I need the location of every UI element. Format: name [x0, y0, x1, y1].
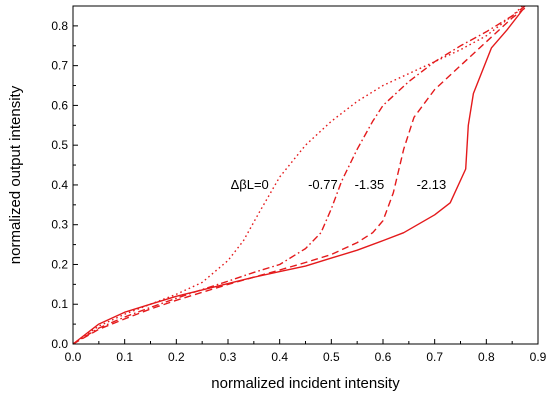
y-axis-ticks: 0.0 0.1 0.2 0.3 0.4 0.5 0.6 0.7 0.8: [51, 19, 78, 351]
series-annotation: ΔβL=0: [231, 177, 269, 192]
y-axis-title: normalized output intensity: [7, 85, 24, 264]
x-tick-label: 0.1: [116, 350, 133, 364]
series-annotation: -2.13: [417, 177, 447, 192]
plot-frame: [72, 5, 539, 345]
y-tick-label: 0.0: [51, 337, 68, 351]
series-layer: [72, 5, 529, 345]
x-tick-label: 0.2: [168, 350, 185, 364]
y-tick-label: 0.7: [51, 59, 68, 73]
y-tick-label: 0.1: [51, 297, 68, 311]
series-annotation: -1.35: [355, 177, 385, 192]
x-tick-label: 0.3: [220, 350, 237, 364]
x-tick-label: 0.5: [323, 350, 340, 364]
series-annotation: -0.77: [308, 177, 338, 192]
series-line: [72, 5, 523, 345]
x-axis-title: normalized incident intensity: [211, 375, 400, 392]
x-axis-ticks: 0.0 0.1 0.2 0.3 0.4 0.5 0.6 0.7 0.8 0.9: [65, 339, 547, 364]
y-tick-label: 0.3: [51, 218, 68, 232]
y-tick-label: 0.2: [51, 257, 68, 271]
x-tick-label: 0.6: [375, 350, 392, 364]
x-tick-label: 0.4: [271, 350, 288, 364]
x-tick-label: 0.8: [478, 350, 495, 364]
y-tick-label: 0.4: [51, 178, 68, 192]
series-line: [72, 5, 529, 345]
y-tick-label: 0.6: [51, 98, 68, 112]
x-tick-label: 0.9: [530, 350, 547, 364]
y-tick-label: 0.5: [51, 138, 68, 152]
series-line: [72, 9, 524, 345]
x-tick-label: 0.7: [426, 350, 443, 364]
series-line: [72, 5, 526, 345]
y-tick-label: 0.8: [51, 19, 68, 33]
x-tick-label: 0.0: [65, 350, 82, 364]
annotation-layer: ΔβL=0 -0.77 -1.35 -2.13: [231, 177, 447, 192]
